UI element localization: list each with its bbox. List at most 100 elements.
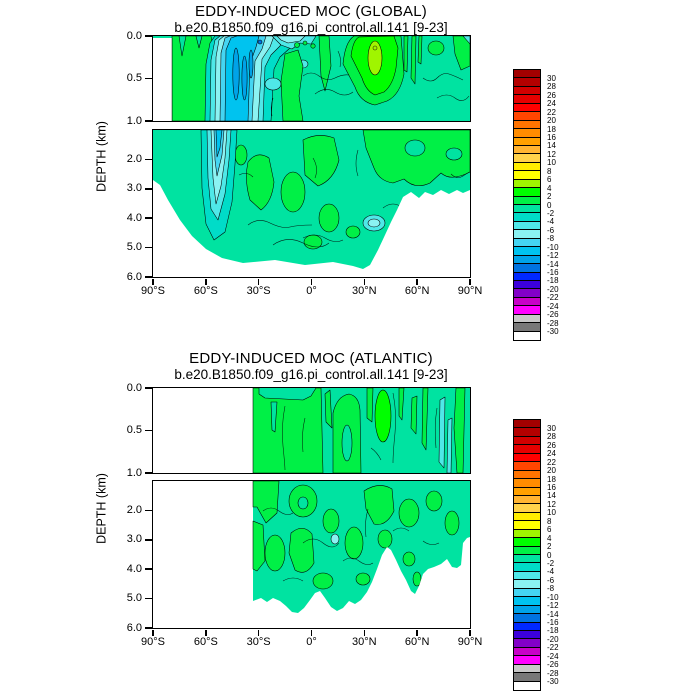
y-tick-label: 4.0 — [126, 211, 142, 224]
y-tick-label: 1.0 — [126, 466, 142, 479]
colorbar-tick-label: -14 — [547, 609, 559, 619]
colorbar-swatch — [513, 638, 541, 649]
colorbar-swatch — [513, 427, 541, 438]
colorbar-swatch — [513, 478, 541, 489]
colorbar-tick-label: -12 — [547, 251, 559, 261]
colorbar-swatch — [513, 263, 541, 274]
x-tick-label: 30°S — [246, 636, 271, 648]
colorbar-swatch — [513, 571, 541, 581]
colorbar-swatch — [513, 621, 541, 632]
colorbar-swatch — [513, 562, 541, 573]
y-axis-tick — [144, 429, 152, 432]
y-tick-label: 6.0 — [126, 270, 142, 283]
colorbar-swatch — [513, 331, 541, 341]
colorbar-tick-label: -2 — [547, 558, 555, 568]
colorbar-swatch — [513, 170, 541, 181]
colorbar-swatch — [513, 153, 541, 164]
y-tick-label: 5.0 — [126, 592, 142, 605]
colorbar-swatch — [513, 613, 541, 624]
colorbar-tick-label: -10 — [547, 242, 559, 252]
colorbar-swatch — [513, 69, 541, 79]
colorbar-tick-label: -20 — [547, 634, 559, 644]
atlantic-lower-panel — [151, 479, 471, 629]
x-tick-label: 90°N — [457, 636, 483, 648]
atlantic-upper-contour-plot — [152, 387, 470, 473]
colorbar-swatch — [513, 305, 541, 316]
colorbar-swatch — [513, 103, 541, 113]
colorbar-swatch — [513, 529, 541, 539]
colorbar-swatch — [513, 212, 541, 223]
colorbar-swatch — [513, 221, 541, 231]
colorbar-tick-label: 20 — [547, 116, 556, 126]
colorbar-swatch — [513, 128, 541, 139]
x-tick-label: 30°S — [246, 285, 271, 297]
colorbar-tick-label: -30 — [547, 677, 559, 687]
y-tick-label: 0.5 — [126, 72, 142, 84]
colorbar-swatch — [513, 419, 541, 429]
colorbar-tick-label: -22 — [547, 643, 559, 653]
colorbar-tick-label: 18 — [547, 474, 556, 484]
x-tick-label: 0° — [306, 636, 317, 648]
colorbar-swatch — [513, 672, 541, 683]
colorbar-tick-label: -18 — [547, 276, 559, 286]
global-lower-panel — [151, 128, 471, 278]
colorbar-tick-label: -8 — [547, 234, 555, 244]
colorbar-tick-label: -10 — [547, 592, 559, 602]
colorbar-swatch — [513, 588, 541, 598]
colorbar-tick-label: -26 — [547, 310, 559, 320]
colorbar-swatch — [513, 136, 541, 147]
colorbar-tick-label: -16 — [547, 618, 559, 627]
colorbar-tick-label: -8 — [547, 584, 555, 594]
colorbar-swatch — [513, 579, 541, 590]
y-tick-label: 0.0 — [126, 29, 142, 42]
colorbar-swatch — [513, 461, 541, 472]
colorbar-swatch — [513, 512, 541, 522]
colorbar-tick-label: 18 — [547, 124, 556, 134]
colorbar-tick-label: 6 — [547, 525, 552, 535]
atlantic-chart-title: EDDY-INDUCED MOC (ATLANTIC) — [189, 350, 433, 367]
global-chart-subtitle: b.e20.B1850.f09_g16.pi_control.all.141 [… — [174, 20, 448, 35]
contour-lines — [262, 507, 439, 581]
y-axis-tick — [144, 539, 152, 541]
colorbar-swatch — [513, 77, 541, 88]
colorbar-swatch — [513, 280, 541, 290]
colorbar-tick-label: 14 — [547, 141, 556, 151]
x-axis-tick — [257, 629, 260, 636]
contour-lines — [281, 392, 437, 470]
colorbar-swatch — [513, 271, 541, 282]
colorbar-tick-label: 8 — [547, 516, 552, 526]
x-tick-label: 60°S — [193, 285, 218, 297]
colorbar-tick-label: -22 — [547, 293, 559, 303]
y-axis-tick — [144, 120, 152, 122]
x-axis-tick — [257, 278, 260, 285]
colorbar-swatch — [513, 238, 541, 248]
colorbar-tick-label: -30 — [547, 327, 559, 337]
colorbar-tick-label: 12 — [547, 149, 556, 159]
y-tick-label: 5.0 — [126, 241, 142, 254]
colorbar-swatch — [513, 520, 541, 531]
colorbar-tick-label: -16 — [547, 268, 559, 277]
colorbar-swatch — [513, 503, 541, 514]
colorbar-swatch — [513, 120, 541, 130]
colorbar-swatch — [513, 554, 541, 564]
colorbar-swatch — [513, 288, 541, 299]
colorbar-swatch — [513, 145, 541, 155]
colorbar-swatch — [513, 297, 541, 307]
y-axis-tick — [144, 627, 152, 629]
colorbar-tick-label: 30 — [547, 423, 556, 433]
colorbar-tick-label: 16 — [547, 483, 556, 492]
colorbar-swatch — [513, 444, 541, 455]
colorbar-tick-label: 12 — [547, 499, 556, 509]
x-tick-label: 0° — [306, 285, 317, 297]
colorbar-swatch — [513, 495, 541, 505]
colorbar-swatch — [513, 486, 541, 497]
colorbar-tick-label: -6 — [547, 575, 555, 585]
colorbar-tick-label: 10 — [547, 508, 556, 518]
colorbar-tick-label: 26 — [547, 440, 556, 450]
colorbar-swatch — [513, 314, 541, 324]
x-axis-tick — [363, 278, 366, 285]
colorbar-swatch — [513, 179, 541, 189]
x-axis-tick — [469, 629, 471, 636]
colorbar-swatch — [513, 204, 541, 214]
colorbar-tick-label: 4 — [547, 183, 552, 193]
